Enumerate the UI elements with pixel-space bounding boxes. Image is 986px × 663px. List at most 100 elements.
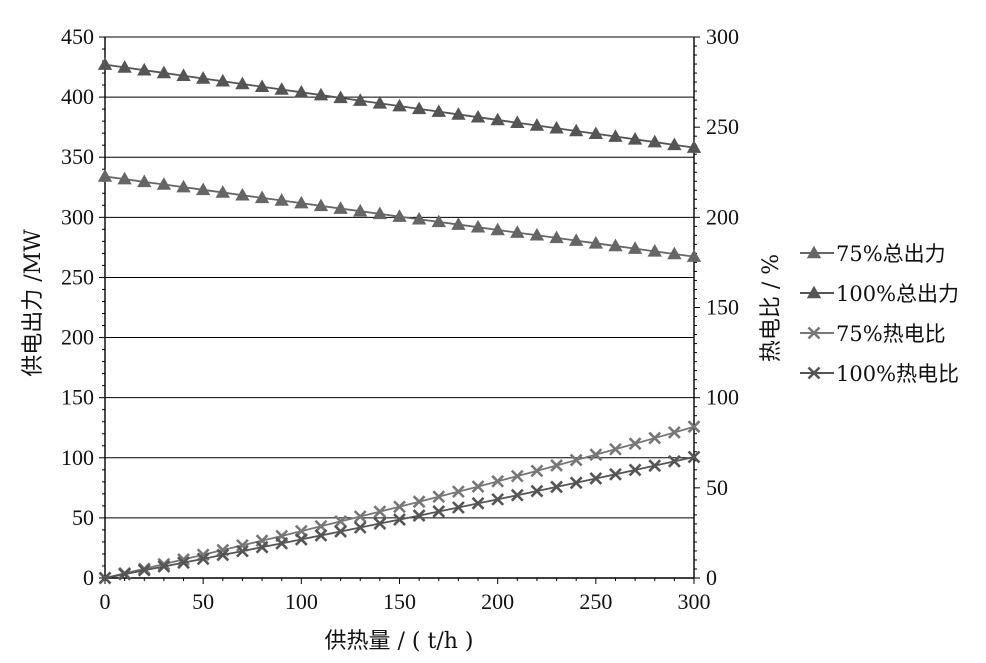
series-marker <box>392 98 407 112</box>
series-marker <box>236 544 249 558</box>
series-marker <box>589 448 603 462</box>
x-marker-stroke <box>314 529 328 542</box>
x-marker-stroke <box>196 552 210 566</box>
series-marker <box>117 60 132 73</box>
x-marker-stroke <box>609 467 622 481</box>
x-marker-stroke <box>451 485 465 499</box>
legend-label: 100%总出力 <box>836 282 959 306</box>
series-marker <box>235 76 250 90</box>
series-marker <box>393 513 406 526</box>
x-marker-stroke <box>807 326 821 340</box>
x-tick-label: 150 <box>383 589 416 614</box>
series-marker <box>393 500 406 514</box>
series-marker <box>254 190 270 204</box>
series-marker <box>215 185 230 198</box>
y-right-tick-label: 100 <box>706 385 739 410</box>
legend-label: 100%热电比 <box>836 362 959 386</box>
x-marker-stroke <box>530 464 544 478</box>
series-marker <box>588 235 604 249</box>
series-marker <box>589 472 603 485</box>
legend: 75%总出力 100%总出力 75%热电比 100%热电比 <box>800 242 959 386</box>
legend-item-2: 100%总出力 <box>800 282 959 306</box>
x-marker-stroke <box>569 453 583 467</box>
x-marker-stroke <box>589 448 603 462</box>
series-marker <box>490 222 505 236</box>
x-marker-stroke <box>471 480 485 493</box>
y-left-tick-label: 0 <box>83 565 94 590</box>
series-marker <box>118 567 132 581</box>
series-marker <box>373 505 387 519</box>
x-marker-stroke <box>491 492 505 506</box>
x-marker-stroke <box>353 521 367 534</box>
series-marker <box>353 521 367 534</box>
series-marker <box>451 107 466 120</box>
x-marker-stroke <box>687 420 701 434</box>
series-marker <box>471 496 485 510</box>
x-tick-label: 250 <box>579 589 612 614</box>
axes-layer: 0 50 100 150 200 250 300 350 400 450 0 50 100 150 200 2… <box>61 24 739 614</box>
series-layer <box>97 57 702 585</box>
series-marker <box>353 203 368 217</box>
x-marker-stroke <box>609 442 622 456</box>
x-marker-stroke <box>491 474 505 488</box>
series-marker <box>647 244 662 257</box>
x-marker-stroke <box>412 495 426 509</box>
series-marker <box>549 120 564 134</box>
series-marker <box>97 169 113 182</box>
series-1 <box>97 169 702 262</box>
y-right-tick-label: 250 <box>706 114 739 139</box>
x-marker-stroke <box>451 501 465 514</box>
series-marker <box>510 469 524 483</box>
x-marker-stroke <box>98 571 112 585</box>
series-marker <box>569 123 584 137</box>
series-marker <box>588 126 604 140</box>
series-marker <box>549 230 564 244</box>
series-marker <box>451 501 465 514</box>
legend-item-3: 75%热电比 <box>800 322 946 346</box>
series-marker <box>491 474 505 488</box>
series-marker <box>530 484 544 498</box>
y-left-tick-label: 450 <box>61 24 94 49</box>
series-marker <box>550 459 563 472</box>
series-marker <box>412 495 426 509</box>
series-3 <box>98 420 701 585</box>
series-marker <box>471 480 485 493</box>
series-marker <box>628 437 642 451</box>
series-marker <box>627 132 643 145</box>
series-marker <box>608 129 623 142</box>
x-marker-stroke <box>353 510 367 523</box>
series-marker <box>195 71 211 84</box>
x-tick-label: 100 <box>285 589 318 614</box>
series-marker <box>156 177 172 190</box>
series-marker <box>510 115 525 128</box>
series-marker <box>451 217 466 230</box>
x-marker-stroke <box>236 544 249 558</box>
x-tick-label: 200 <box>481 589 514 614</box>
x-marker-stroke <box>550 480 563 494</box>
series-marker <box>353 93 368 106</box>
series-marker <box>648 431 662 445</box>
series-marker <box>432 490 446 504</box>
y-left-tick-label: 250 <box>61 264 94 289</box>
x-marker-stroke <box>137 563 151 577</box>
x-marker-stroke <box>667 454 681 468</box>
x-marker-stroke <box>118 567 132 581</box>
x-marker-stroke <box>334 525 348 538</box>
series-marker <box>609 467 622 481</box>
series-marker <box>686 140 702 153</box>
x-marker-stroke <box>216 548 230 562</box>
y-left-tick-label: 150 <box>61 385 94 410</box>
series-marker <box>412 509 426 523</box>
y-right-tick-label: 50 <box>706 475 728 500</box>
series-marker <box>98 571 112 585</box>
series-marker <box>334 514 348 528</box>
x-marker-stroke <box>157 560 171 573</box>
x-marker-stroke <box>393 500 406 514</box>
series-marker <box>294 84 309 98</box>
series-marker <box>215 73 230 87</box>
series-marker <box>333 90 348 104</box>
series-marker <box>490 112 505 126</box>
x-marker-stroke <box>510 469 524 483</box>
y-right-axis-title: 热电比 / % <box>759 254 784 362</box>
y-left-tick-label: 300 <box>61 204 94 229</box>
